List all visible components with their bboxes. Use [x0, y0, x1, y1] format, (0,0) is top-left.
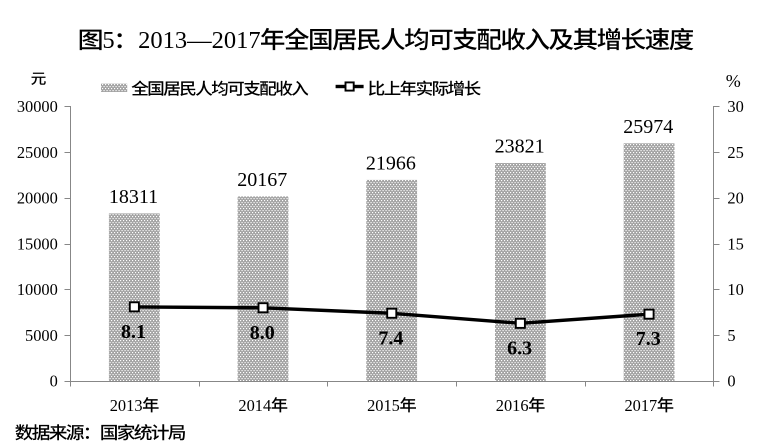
svg-text:20: 20 — [727, 189, 743, 208]
svg-text:30000: 30000 — [17, 97, 58, 116]
svg-text:0: 0 — [50, 372, 58, 391]
svg-text:25000: 25000 — [17, 143, 58, 162]
svg-text:%: % — [726, 71, 741, 91]
svg-text:15: 15 — [727, 234, 743, 253]
svg-text:7.4: 7.4 — [378, 327, 403, 349]
svg-text:0: 0 — [727, 372, 735, 391]
svg-text:25: 25 — [727, 143, 743, 162]
svg-text:5: 5 — [727, 326, 735, 345]
svg-text:15000: 15000 — [17, 234, 58, 253]
svg-text:2015: 2015 — [367, 396, 400, 415]
svg-text:20000: 20000 — [17, 189, 58, 208]
svg-text:8.1: 8.1 — [121, 321, 146, 343]
svg-text:21966: 21966 — [366, 152, 416, 174]
svg-text:10000: 10000 — [17, 280, 58, 299]
svg-text:5: 5 — [102, 27, 114, 54]
svg-text:2013—2017: 2013—2017 — [138, 27, 260, 54]
svg-text:18311: 18311 — [109, 186, 158, 208]
svg-text:30: 30 — [727, 97, 743, 116]
svg-text:2017: 2017 — [624, 396, 657, 415]
svg-text:10: 10 — [727, 280, 743, 299]
svg-text:25974: 25974 — [623, 116, 673, 138]
svg-text:6.3: 6.3 — [507, 337, 532, 359]
svg-text:2016: 2016 — [496, 396, 529, 415]
svg-text:8.0: 8.0 — [250, 322, 275, 344]
svg-text:7.3: 7.3 — [636, 328, 661, 350]
svg-text:2014: 2014 — [238, 396, 271, 415]
svg-text:5000: 5000 — [25, 326, 58, 345]
svg-text:23821: 23821 — [495, 135, 545, 157]
svg-text:2013: 2013 — [110, 396, 143, 415]
svg-text:20167: 20167 — [237, 169, 287, 191]
